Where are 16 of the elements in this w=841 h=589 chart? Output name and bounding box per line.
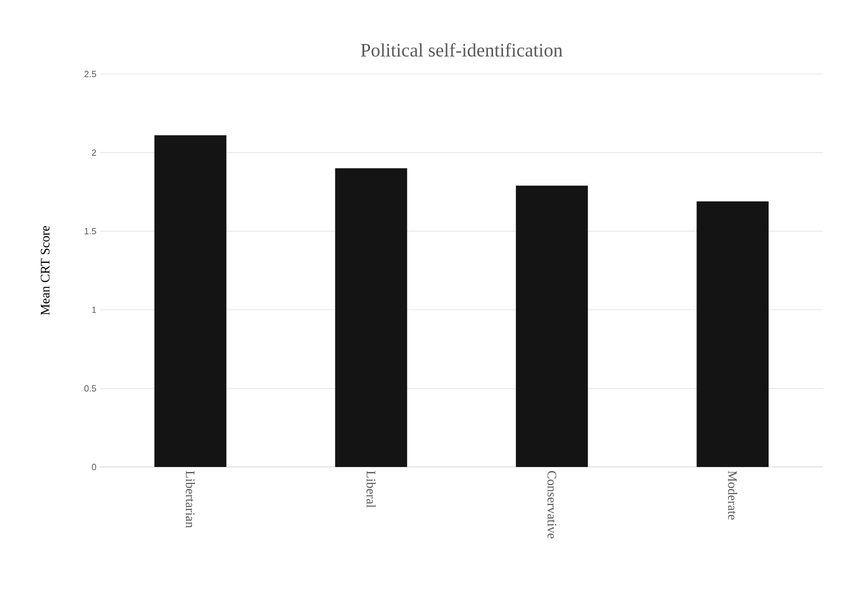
- y-tick-label: 0.5: [84, 385, 96, 392]
- x-tick-label: Conservative: [548, 471, 556, 538]
- y-tick-label: 0: [92, 464, 96, 470]
- y-tick-label: 2.5: [84, 70, 96, 78]
- x-tick-label: Liberal: [366, 470, 376, 508]
- bar: [696, 201, 769, 467]
- bar: [516, 186, 588, 467]
- bar: [154, 135, 226, 467]
- y-tick-label: 1.5: [84, 228, 96, 234]
- x-tick-label: Moderate: [728, 470, 738, 520]
- bar: [335, 168, 408, 467]
- y-tick-label: 2: [92, 149, 96, 156]
- y-tick-label: 1: [92, 306, 96, 313]
- y-axis-title: Mean CRT Score: [40, 226, 50, 316]
- x-tick-label: Libertarian: [186, 470, 195, 528]
- chart-title: Political self-identification: [360, 43, 562, 57]
